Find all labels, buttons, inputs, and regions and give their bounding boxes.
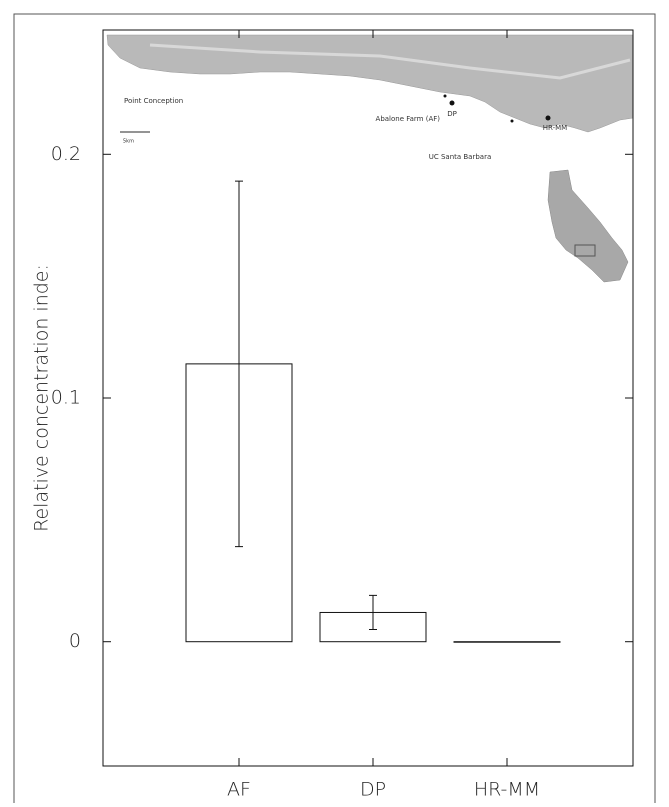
plot-frame xyxy=(103,30,633,766)
map-inset: Point Conception Abalone Farm (AF) DP UC… xyxy=(107,35,633,282)
map-label: Point Conception xyxy=(124,97,183,105)
y-tick-label: 0.1 xyxy=(51,387,81,409)
california-map xyxy=(548,170,628,282)
site-dot xyxy=(444,95,447,98)
x-tick-label: DP xyxy=(360,779,386,801)
y-tick-label: 0 xyxy=(69,630,81,652)
x-tick-label: HR-MM xyxy=(474,779,540,801)
map-label: UC Santa Barbara xyxy=(429,153,492,161)
coast-map xyxy=(107,35,633,132)
site-dot xyxy=(546,116,551,121)
y-tick-label: 0.2 xyxy=(51,143,81,165)
map-label: Abalone Farm (AF) xyxy=(376,115,441,123)
map-label: DP xyxy=(447,110,457,118)
map-label: HR-MM xyxy=(543,124,567,132)
y-axis-label: Relative concentration inde: xyxy=(31,264,53,532)
map-label: 5km xyxy=(123,139,134,145)
x-tick-label: AF xyxy=(227,779,251,801)
outer-frame xyxy=(14,14,655,803)
site-dot xyxy=(450,101,455,106)
bar xyxy=(454,642,560,643)
site-dot xyxy=(511,120,514,123)
chart: Point Conception Abalone Farm (AF) DP UC… xyxy=(0,0,669,803)
